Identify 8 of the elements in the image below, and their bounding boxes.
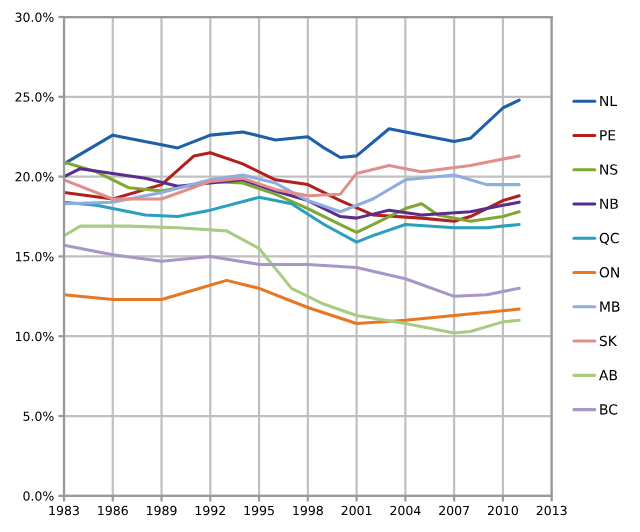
line-series bbox=[64, 151, 521, 223]
line-series bbox=[64, 154, 521, 201]
line-series bbox=[64, 98, 521, 166]
line-series bbox=[64, 195, 521, 244]
line-series bbox=[64, 224, 521, 335]
line-series bbox=[64, 243, 521, 298]
line-series bbox=[64, 160, 521, 235]
line-series bbox=[64, 278, 521, 325]
